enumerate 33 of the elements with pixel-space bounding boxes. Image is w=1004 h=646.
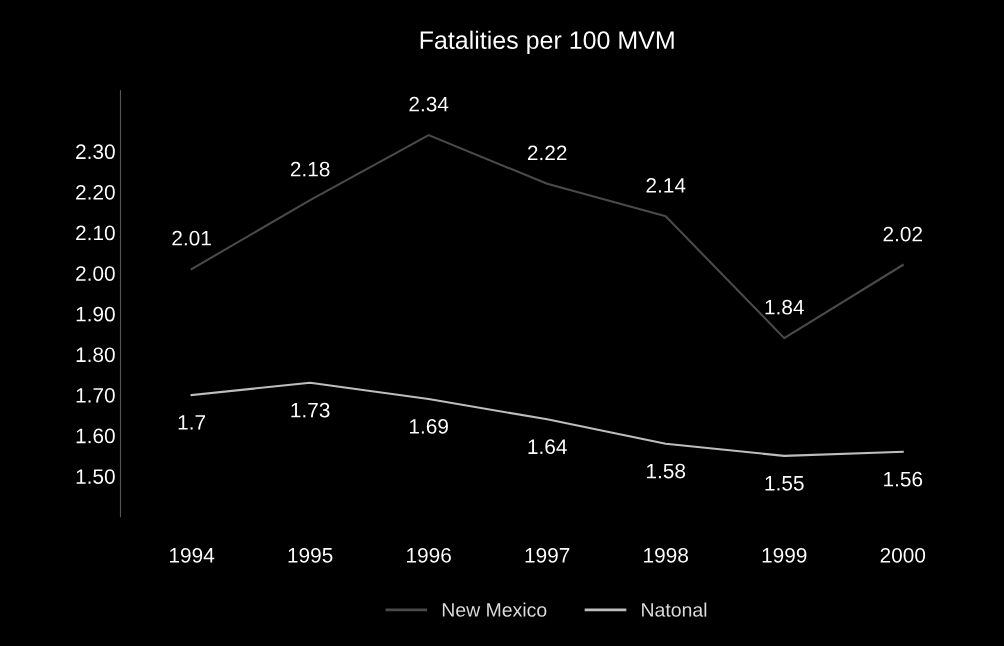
data-label: 1.73: [291, 402, 330, 418]
y-tick-label: 2.20: [76, 184, 115, 200]
data-label: 2.34: [409, 96, 449, 112]
data-label: 1.84: [765, 299, 804, 315]
y-tick-label: 2.30: [76, 144, 115, 160]
chart-title: Fatalities per 100 MVM: [420, 30, 674, 54]
data-label: 1.58: [647, 463, 686, 479]
legend-label: New Mexico: [442, 602, 547, 617]
y-tick-label: 1.50: [76, 469, 115, 484]
x-tick-label: 1997: [525, 547, 570, 563]
data-label: 2.02: [883, 226, 922, 242]
x-tick-label: 1998: [644, 547, 688, 563]
y-tick-label: 2.00: [76, 266, 115, 281]
data-label: 1.56: [884, 471, 923, 487]
data-label: 2.18: [290, 161, 330, 177]
data-label: 1.55: [765, 476, 804, 491]
x-tick-label: 1995: [288, 547, 333, 563]
data-label: 1.7: [178, 415, 206, 430]
x-tick-label: 1996: [407, 547, 451, 563]
y-tick-label: 1.70: [76, 387, 115, 403]
data-label: 1.69: [409, 419, 448, 434]
x-tick-label: 1994: [170, 547, 215, 563]
y-tick-label: 2.10: [76, 225, 115, 241]
data-label: 2.22: [527, 145, 567, 161]
legend-label: Natonal: [642, 602, 707, 617]
x-tick-label: 2000: [880, 547, 926, 563]
data-label: 2.14: [646, 178, 686, 193]
x-tick-label: 1999: [762, 547, 807, 563]
data-label: 1.64: [528, 439, 567, 455]
y-tick-label: 1.80: [76, 347, 115, 363]
y-tick-label: 1.60: [76, 428, 115, 444]
y-tick-label: 1.90: [76, 306, 115, 322]
data-label: 2.01: [172, 230, 211, 246]
